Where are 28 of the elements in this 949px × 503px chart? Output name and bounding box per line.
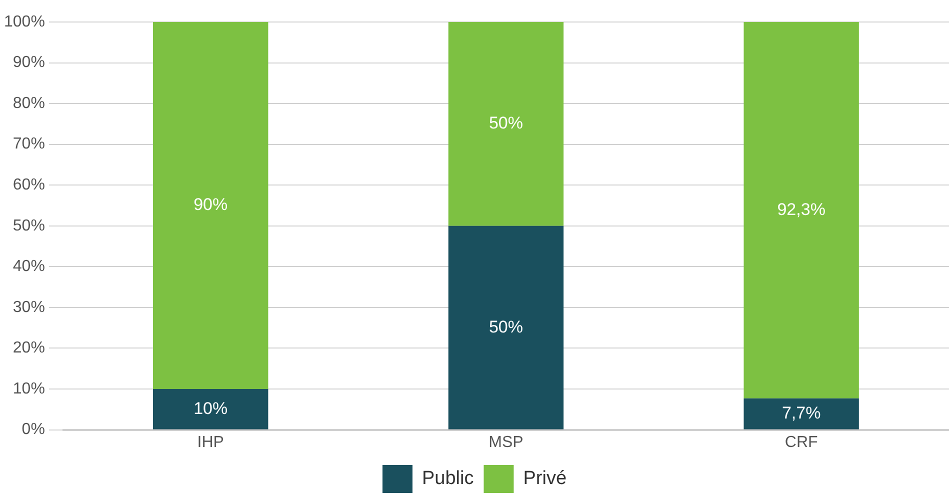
y-tick-label: 60% xyxy=(12,176,45,194)
legend-label: Privé xyxy=(523,468,567,490)
data-label: 90% xyxy=(194,195,228,214)
y-tick-label: 20% xyxy=(12,340,45,357)
bar xyxy=(153,22,268,390)
data-label: 10% xyxy=(194,398,228,418)
y-tick-label: 10% xyxy=(12,380,45,398)
y-tick-label: 30% xyxy=(12,298,45,316)
bar xyxy=(448,22,564,226)
y-tick-label: 40% xyxy=(12,258,45,276)
y-tick-label: 80% xyxy=(12,94,45,112)
data-label: 50% xyxy=(488,114,523,133)
data-label: 92,3% xyxy=(777,200,826,219)
bar xyxy=(153,389,268,430)
bar xyxy=(448,226,564,430)
x-tick-label: MSP xyxy=(488,434,524,451)
y-tick-label: 70% xyxy=(12,136,45,153)
data-label: 50% xyxy=(488,317,523,336)
y-tick-label: 100% xyxy=(4,13,45,30)
y-tick-label: 0% xyxy=(22,421,45,438)
x-tick-label: CRF xyxy=(784,434,818,451)
y-tick-label: 50% xyxy=(12,217,45,234)
x-tick-label: IHP xyxy=(197,434,224,451)
data-label: 7,7% xyxy=(782,404,821,423)
legend-label: Public xyxy=(422,468,474,490)
bar xyxy=(744,22,859,398)
bar xyxy=(744,398,859,430)
y-tick-label: 90% xyxy=(12,54,45,72)
